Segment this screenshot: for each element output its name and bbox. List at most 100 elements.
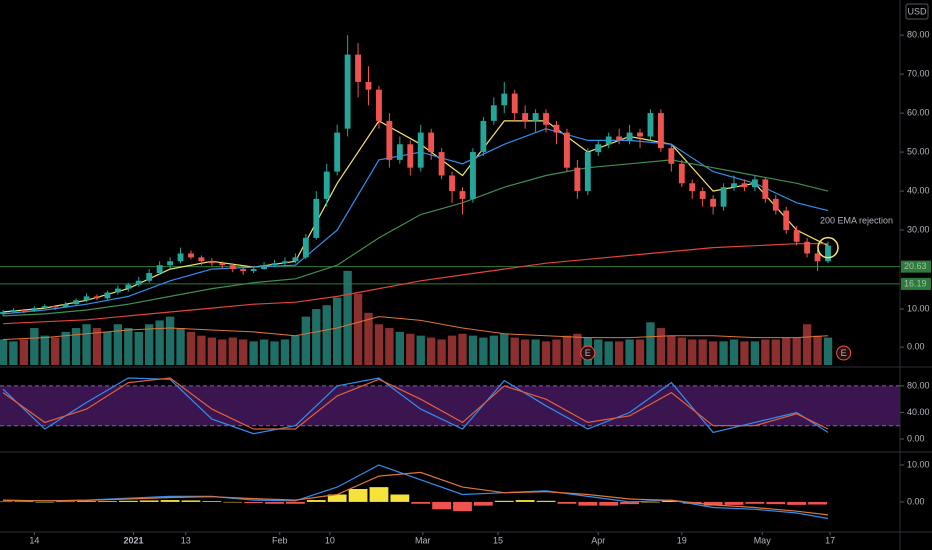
volume-bar bbox=[510, 337, 519, 365]
candle-body bbox=[146, 272, 153, 281]
volume-bar bbox=[9, 341, 18, 365]
volume-bar bbox=[103, 331, 112, 365]
candle-body bbox=[522, 113, 529, 121]
volume-bar bbox=[0, 339, 8, 365]
volume-bar bbox=[134, 331, 143, 365]
level-tag bbox=[901, 277, 931, 290]
moving-average bbox=[2, 159, 829, 317]
earnings-label: E bbox=[841, 348, 847, 358]
macd-histogram bbox=[453, 501, 472, 512]
candle-body bbox=[219, 263, 226, 266]
macd-histogram bbox=[56, 501, 76, 503]
candle-body bbox=[20, 310, 27, 312]
macd-histogram bbox=[265, 501, 284, 504]
x-tick-label: Mar bbox=[415, 535, 431, 545]
candle-body bbox=[814, 253, 821, 262]
volume-bar bbox=[51, 337, 60, 365]
y-tick-label: 10.00 bbox=[907, 459, 930, 469]
y-tick-label: 30.00 bbox=[907, 224, 930, 234]
volume-bar bbox=[280, 339, 290, 365]
macd-histogram bbox=[578, 501, 598, 506]
volume-bar bbox=[437, 339, 446, 365]
volume-bar bbox=[541, 341, 551, 365]
candle-body bbox=[188, 253, 194, 258]
volume-bar bbox=[343, 270, 352, 365]
currency: USD bbox=[907, 6, 927, 16]
candle-body bbox=[292, 257, 299, 262]
candle-body bbox=[198, 257, 205, 262]
candle-body bbox=[793, 230, 800, 242]
candle-body bbox=[10, 310, 17, 312]
y-tick-label: 40.00 bbox=[907, 407, 930, 417]
volume-bar bbox=[489, 335, 498, 365]
y-tick-label: 0.00 bbox=[907, 341, 925, 351]
y-tick-label: 60.00 bbox=[907, 107, 930, 117]
volume-bar bbox=[40, 335, 49, 365]
candle-body bbox=[605, 136, 612, 145]
volume-bar bbox=[625, 339, 634, 365]
volume-bar bbox=[719, 341, 728, 365]
volume-bar bbox=[823, 337, 833, 365]
x-tick-label: Feb bbox=[272, 535, 288, 545]
volume-bar bbox=[228, 337, 237, 365]
macd-histogram bbox=[390, 494, 410, 502]
candle-body bbox=[741, 183, 748, 188]
macd-histogram bbox=[808, 501, 827, 505]
volume-bar bbox=[792, 337, 801, 365]
volume-bar bbox=[458, 333, 467, 365]
volume-bar bbox=[19, 339, 29, 365]
macd-histogram bbox=[202, 501, 222, 502]
volume-bar bbox=[500, 333, 509, 365]
volume-bar bbox=[124, 328, 133, 365]
macd-histogram bbox=[160, 500, 180, 502]
candle-body bbox=[668, 148, 675, 164]
volume-bar bbox=[656, 328, 666, 365]
stoch-k bbox=[2, 377, 829, 435]
candle-body bbox=[720, 187, 727, 207]
macd-histogram bbox=[641, 501, 660, 503]
y-tick-label: 80.00 bbox=[907, 29, 930, 39]
highlight-circle bbox=[817, 236, 839, 259]
macd-histogram bbox=[98, 501, 117, 502]
volume-bar bbox=[426, 337, 436, 365]
volume-bar bbox=[667, 335, 676, 365]
candle-body bbox=[657, 113, 664, 149]
candle-body bbox=[250, 269, 257, 272]
macd-histogram bbox=[181, 500, 201, 502]
candle-body bbox=[114, 288, 121, 293]
volume-bar bbox=[30, 328, 39, 365]
volume-bar bbox=[312, 309, 321, 365]
candle-body bbox=[428, 132, 435, 153]
volume-bar bbox=[635, 339, 645, 365]
macd-histogram bbox=[724, 501, 744, 505]
candle-body bbox=[208, 261, 215, 264]
candle-body bbox=[334, 132, 341, 172]
candle-body bbox=[41, 306, 48, 309]
volume-bar bbox=[447, 335, 457, 365]
x-tick-label: 10 bbox=[325, 535, 335, 545]
candle-body bbox=[376, 89, 382, 121]
candle-body bbox=[62, 304, 69, 308]
macd-histogram bbox=[327, 494, 347, 502]
y-tick-label: 40.00 bbox=[907, 185, 930, 195]
candle-body bbox=[751, 179, 758, 188]
currency-box bbox=[905, 3, 929, 20]
y-tick-label: 50.00 bbox=[907, 146, 930, 156]
volume-bar bbox=[406, 333, 415, 365]
volume-bar bbox=[416, 335, 425, 365]
candle-body bbox=[407, 144, 414, 168]
stoch-band bbox=[0, 385, 900, 426]
x-tick-label: 19 bbox=[677, 535, 687, 545]
volume-bar bbox=[333, 297, 342, 365]
candle-body bbox=[83, 296, 90, 301]
macd-histogram bbox=[411, 501, 431, 504]
x-tick-label: 2021 bbox=[124, 535, 144, 545]
volume-bar bbox=[468, 335, 478, 365]
candle-body bbox=[229, 265, 236, 270]
x-tick-label: 17 bbox=[825, 535, 835, 545]
volume-bar bbox=[291, 335, 300, 365]
volume-bar bbox=[145, 324, 154, 365]
candle-body bbox=[511, 93, 518, 114]
level-label: 16.19 bbox=[904, 278, 927, 288]
volume-bar bbox=[782, 337, 791, 365]
